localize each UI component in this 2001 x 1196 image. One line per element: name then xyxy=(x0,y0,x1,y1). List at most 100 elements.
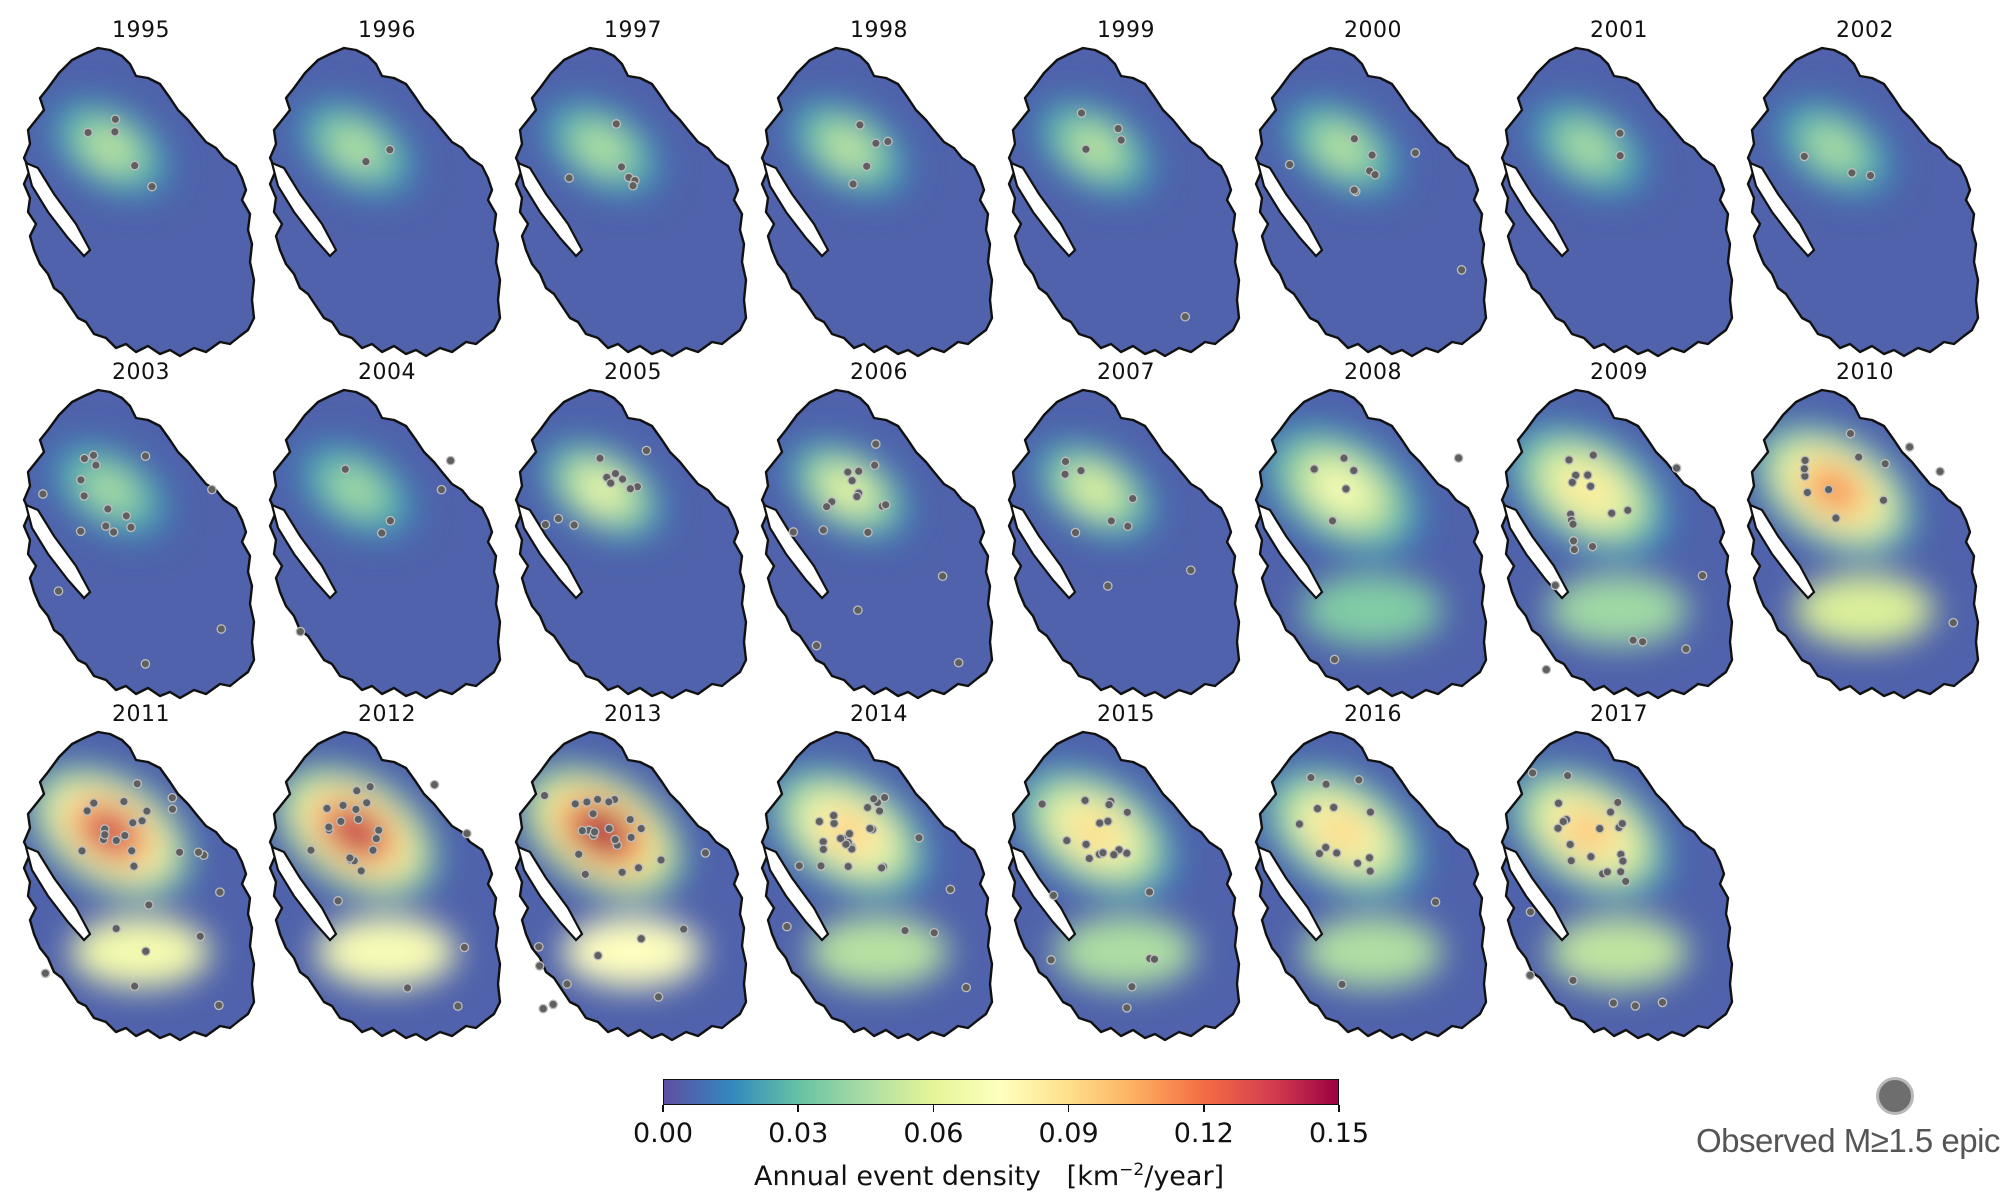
density-map xyxy=(1746,46,1980,358)
epicenter-point xyxy=(88,798,99,808)
epicenter-point xyxy=(1630,1001,1641,1011)
epicenter-point xyxy=(1104,799,1114,810)
epicenter-point xyxy=(1122,807,1133,818)
colorbar-label: Annual event density [km−2/year] xyxy=(754,1160,1225,1192)
density-contour xyxy=(562,916,702,988)
inlet-outline xyxy=(1009,161,1077,258)
region-outline xyxy=(22,730,256,1042)
epicenter-point xyxy=(88,450,99,461)
panel-title: 2012 xyxy=(358,702,416,727)
epicenter-point xyxy=(625,483,636,494)
colorbar-tick xyxy=(1203,1105,1205,1112)
epicenter-point xyxy=(1127,981,1137,992)
epicenter-point xyxy=(322,803,332,814)
epicenter-point xyxy=(1121,1002,1132,1013)
density-contour xyxy=(1794,574,1934,646)
epicenter-point xyxy=(534,961,545,971)
colorbar-tick-label: 0.03 xyxy=(768,1118,829,1149)
epicenter-point xyxy=(1348,465,1359,476)
density-map xyxy=(1254,46,1488,358)
density-map xyxy=(514,46,748,358)
map-panel-2011: 2011 xyxy=(10,694,260,1042)
inlet-outline xyxy=(1502,845,1570,942)
epicenter-point xyxy=(82,806,93,816)
epicenter-point xyxy=(868,793,879,804)
epicenter-point xyxy=(1865,170,1876,181)
epicenter-point xyxy=(582,797,592,807)
inlet-outline xyxy=(1009,503,1077,600)
epicenter-point xyxy=(1847,168,1857,178)
epicenter-point xyxy=(1948,617,1959,628)
epicenter-point xyxy=(351,785,362,796)
region-outline xyxy=(760,730,994,1042)
epicenter-point xyxy=(653,992,664,1002)
panel-title: 2007 xyxy=(1097,360,1155,385)
epicenter-point xyxy=(1080,795,1090,806)
epicenter-point xyxy=(1617,818,1628,829)
epicenter-point xyxy=(356,866,367,876)
epicenter-point xyxy=(636,933,647,944)
epicenter-point xyxy=(1328,802,1339,813)
epicenter-point xyxy=(564,173,575,183)
panel-title: 2000 xyxy=(1344,18,1402,43)
epicenter-point xyxy=(1070,527,1081,538)
density-contour xyxy=(89,472,131,508)
epicenter-point xyxy=(548,999,559,1010)
epicenter-point xyxy=(641,445,652,456)
density-map xyxy=(1007,388,1241,700)
epicenter-point xyxy=(129,160,140,171)
panel-title: 2002 xyxy=(1836,18,1894,43)
epicenter-point xyxy=(140,659,151,669)
region-outline xyxy=(1254,730,1488,1042)
epicenter-point xyxy=(459,942,470,953)
region-outline xyxy=(268,46,502,358)
epicenter-point xyxy=(616,162,627,172)
epicenter-point xyxy=(365,781,376,792)
panel-title: 1999 xyxy=(1097,18,1155,43)
epicenter-point xyxy=(700,848,711,858)
epicenter-point xyxy=(577,825,588,836)
epicenter-point xyxy=(402,983,413,993)
epicenter-point xyxy=(788,527,799,537)
epicenter-point xyxy=(1878,495,1889,506)
epicenter-point xyxy=(132,778,143,789)
epicenter-point xyxy=(368,845,378,856)
epicenter-point xyxy=(338,800,348,811)
map-panel-2005: 2005 xyxy=(502,352,752,700)
epicenter-point xyxy=(295,626,306,637)
epicenter-point xyxy=(1076,108,1087,118)
density-map xyxy=(1007,730,1241,1042)
epicenter-point xyxy=(852,491,862,502)
map-panel-2001: 2001 xyxy=(1488,10,1738,358)
epicenter-point xyxy=(453,1001,463,1011)
epicenter-point xyxy=(83,127,93,138)
epicenter-point xyxy=(1121,848,1132,859)
inlet-outline xyxy=(516,503,584,600)
epicenter-point xyxy=(174,847,185,858)
region-outline xyxy=(1746,46,1980,358)
region-outline xyxy=(514,730,748,1042)
epicenter-point xyxy=(79,491,89,501)
epicenter-point xyxy=(794,860,805,871)
density-map xyxy=(760,388,994,700)
epicenter-point xyxy=(876,863,887,873)
epicenter-point xyxy=(1337,979,1347,990)
epicenter-point xyxy=(1568,519,1578,530)
epicenter-point xyxy=(829,818,839,829)
epicenter-point xyxy=(121,511,132,521)
epicenter-point xyxy=(1853,452,1864,462)
epicenter-point xyxy=(1594,823,1605,834)
density-map xyxy=(514,388,748,700)
epicenter-point xyxy=(1697,570,1708,581)
inlet-outline xyxy=(1502,503,1570,600)
map-panel-2003: 2003 xyxy=(10,352,260,700)
colorbar-tick xyxy=(1067,1105,1070,1112)
epicenter-point xyxy=(1349,185,1360,195)
inlet-outline xyxy=(24,845,92,942)
epicenter-point xyxy=(1309,464,1320,474)
epicenter-point xyxy=(79,453,90,464)
epicenter-point xyxy=(1585,481,1596,492)
epicenter-point xyxy=(75,526,86,537)
epicenter-point xyxy=(1349,133,1360,144)
